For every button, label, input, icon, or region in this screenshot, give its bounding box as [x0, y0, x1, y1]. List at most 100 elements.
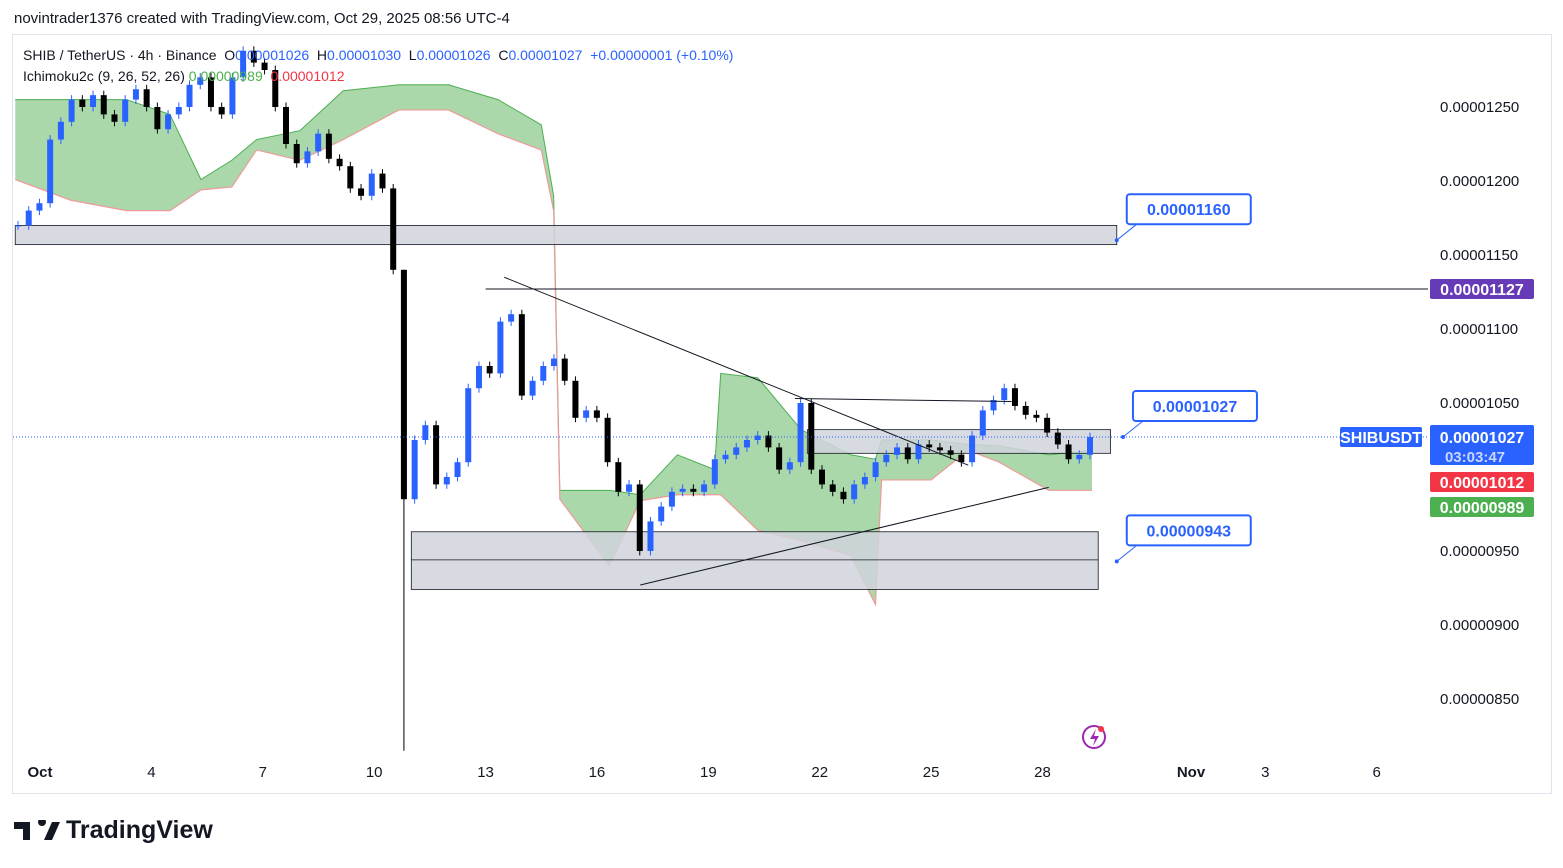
- x-axis-tick: 6: [1373, 764, 1381, 781]
- candle-body: [36, 203, 43, 211]
- trendline: [640, 486, 1049, 586]
- candle-body: [518, 314, 525, 396]
- candle-body: [808, 403, 815, 470]
- candle-body: [315, 133, 322, 152]
- candle-body: [486, 366, 493, 374]
- candle-body: [422, 425, 429, 440]
- candle-body: [754, 435, 761, 440]
- symbol-label: SHIBUSDT: [1340, 430, 1422, 447]
- candle-body: [979, 410, 986, 436]
- candle-body: [197, 77, 204, 85]
- low-label: L: [408, 47, 417, 63]
- candle-body: [229, 77, 236, 115]
- candle-body: [990, 400, 997, 411]
- candle-body: [100, 95, 107, 115]
- callout-box: [1125, 514, 1252, 547]
- chart-legend: SHIB / TetherUS · 4h · Binance O0.000010…: [23, 45, 733, 87]
- x-axis-tick: Oct: [27, 764, 52, 781]
- candle-body: [636, 484, 643, 551]
- candle-body: [797, 403, 804, 463]
- ichimoku-label-b: 0.00001012: [1440, 475, 1525, 492]
- candle-body: [454, 462, 461, 477]
- candle-body: [551, 358, 557, 366]
- candle-body: [1033, 414, 1040, 418]
- candle-body: [122, 99, 129, 122]
- candle-body: [743, 440, 750, 448]
- candle-body: [1065, 444, 1072, 460]
- candle-body: [872, 462, 879, 477]
- candle-body: [765, 435, 772, 448]
- trendline: [503, 276, 969, 466]
- candle-body: [57, 121, 64, 140]
- candle-body: [701, 484, 708, 492]
- candle-body: [819, 469, 825, 485]
- x-axis-tick: 22: [811, 764, 828, 781]
- low-value: 0.00001026: [416, 47, 491, 63]
- candle-body: [47, 139, 54, 204]
- symbol-label-bg: [1340, 427, 1422, 448]
- notification-dot: [1098, 726, 1104, 732]
- x-axis-tick: 28: [1034, 764, 1051, 781]
- candle-body: [593, 410, 600, 418]
- candle-body: [250, 50, 257, 63]
- candle-body: [304, 151, 311, 164]
- plot-area: [14, 46, 1118, 751]
- candle-body: [154, 107, 161, 130]
- candle-body: [958, 454, 965, 463]
- x-axis-tick: 3: [1261, 764, 1269, 781]
- y-axis-tick: 0.00001100: [1440, 321, 1518, 338]
- candle-body: [947, 450, 954, 455]
- candle-body: [240, 50, 247, 78]
- candle-body: [583, 410, 590, 418]
- ichimoku-label-a-bg: [1430, 497, 1534, 518]
- candle-body: [25, 210, 32, 226]
- callout-label: 0.00000943: [1147, 523, 1232, 540]
- candle-body: [325, 133, 332, 159]
- callout-label: 0.00001160: [1147, 202, 1231, 219]
- sr-zone-2: [410, 531, 1099, 590]
- candle-body: [165, 114, 172, 130]
- candle-body: [969, 435, 976, 463]
- close-value: 0.00001027: [508, 47, 583, 63]
- last-price-value: 0.00001027: [1440, 430, 1525, 447]
- candle-body: [936, 447, 943, 451]
- candle-body: [143, 89, 150, 107]
- x-axis-tick: 16: [589, 764, 606, 781]
- high-label: H: [316, 47, 328, 63]
- bar-countdown: 03:03:47: [1445, 449, 1505, 466]
- candle-body: [776, 447, 783, 470]
- symbol-info[interactable]: SHIB / TetherUS · 4h · Binance: [23, 47, 217, 63]
- chart-frame: [12, 34, 1552, 794]
- candle-body: [540, 366, 547, 381]
- ichimoku-label-b-bg: [1430, 472, 1534, 493]
- candle-body: [218, 107, 225, 115]
- ichimoku-label-a: 0.00000989: [1440, 500, 1525, 517]
- hline-price-label: 0.00001127: [1440, 282, 1524, 299]
- candle-body: [851, 484, 858, 500]
- candle-body: [679, 488, 686, 492]
- candle-body: [883, 454, 890, 463]
- indicator-name[interactable]: Ichimoku2c (9, 26, 52, 26): [23, 68, 185, 84]
- tradingview-logo[interactable]: TradingView: [14, 816, 213, 845]
- candle-body: [283, 107, 289, 144]
- change-value: +0.00000001 (+0.10%): [590, 47, 734, 63]
- hline-price-label-bg: [1430, 279, 1534, 300]
- candle-body: [926, 444, 933, 448]
- open-value: 0.00001026: [235, 47, 310, 63]
- x-axis-tick: 19: [700, 764, 717, 781]
- candle-body: [658, 506, 665, 522]
- candle-body: [561, 358, 568, 381]
- candle-body: [915, 444, 922, 460]
- candle-body: [1044, 417, 1051, 433]
- y-axis-tick: 0.00001150: [1440, 247, 1518, 264]
- callout-anchor: [1120, 435, 1125, 440]
- callout-pointer: [1122, 420, 1144, 438]
- candle-body: [894, 447, 901, 455]
- candle-body: [175, 107, 182, 115]
- ichimoku-cloud: [15, 84, 1093, 605]
- candle-body: [529, 380, 536, 396]
- candle-body: [272, 70, 279, 107]
- x-axis-tick: 4: [147, 764, 155, 781]
- x-axis-tick: 10: [366, 764, 383, 781]
